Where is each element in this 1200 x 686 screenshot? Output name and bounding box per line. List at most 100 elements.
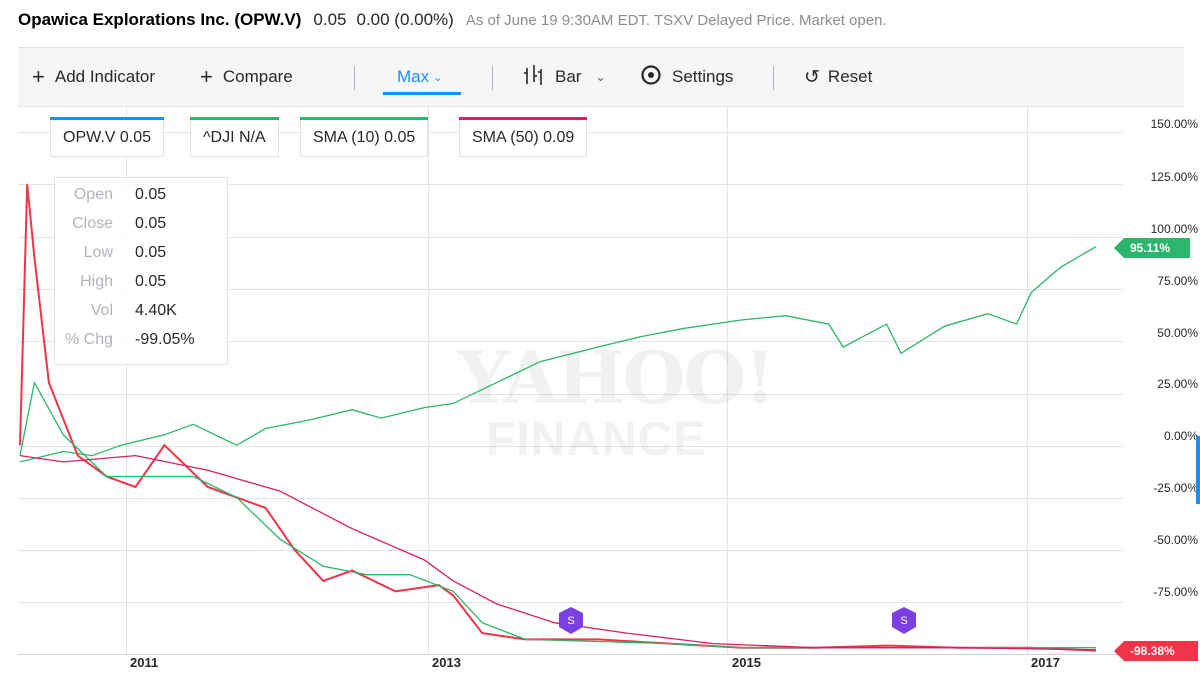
- chevron-down-icon: ⌄: [433, 71, 443, 84]
- x-tick-label: 2013: [432, 655, 461, 670]
- tooltip-value: 0.05: [135, 244, 167, 261]
- tooltip-key: % Chg: [64, 331, 113, 348]
- x-axis-line: [18, 654, 1123, 655]
- legend-opw[interactable]: OPW.V 0.05: [50, 117, 165, 157]
- legend-label: SMA (50) 0.09: [472, 129, 575, 146]
- tooltip-key: Open: [73, 186, 113, 203]
- gridline: [428, 107, 429, 655]
- compare-label: Compare: [222, 67, 293, 86]
- plus-icon: +: [32, 64, 45, 89]
- gridline: [18, 446, 1123, 447]
- toolbar-divider: [492, 66, 493, 90]
- tooltip-value: 0.05: [135, 186, 167, 203]
- chart-type-selector[interactable]: Bar ⌄: [523, 48, 606, 106]
- gridline: [18, 341, 1123, 342]
- legend-label: OPW.V 0.05: [63, 129, 152, 146]
- scroll-handle[interactable]: [1196, 436, 1200, 504]
- y-tick-label: 75.00%: [1157, 274, 1198, 288]
- quote-header: Opawica Explorations Inc. (OPW.V) 0.05 0…: [18, 10, 887, 34]
- dji-last-value-tag: 95.11%: [1114, 238, 1190, 258]
- chevron-down-icon: ⌄: [595, 70, 606, 84]
- gridline: [18, 602, 1123, 603]
- tooltip-row-volume: Vol 4.40K: [55, 302, 229, 331]
- settings-label: Settings: [672, 67, 734, 86]
- chart-toolbar: + Add Indicator + Compare Max ⌄ Bar ⌄: [18, 47, 1184, 107]
- y-tick-label: 25.00%: [1157, 377, 1198, 391]
- series-line-sma-50: [19, 454, 1097, 651]
- gridline: [126, 107, 127, 655]
- legend-color-bar: [50, 117, 165, 120]
- plus-icon: +: [200, 64, 213, 89]
- gridline: [18, 289, 1123, 290]
- series-line-dji: [19, 246, 1097, 463]
- watermark-finance: FINANCE: [486, 413, 707, 466]
- opw-last-value-tag: -98.38%: [1114, 641, 1198, 661]
- range-selector[interactable]: Max ⌄: [397, 48, 442, 106]
- add-indicator-button[interactable]: + Add Indicator: [32, 48, 155, 106]
- plot-area: [19, 184, 1097, 652]
- gridline: [1027, 107, 1028, 655]
- last-price: 0.05: [313, 10, 347, 29]
- y-tick-label: 0.00%: [1163, 429, 1198, 443]
- legend-dji[interactable]: ^DJI N/A: [190, 117, 279, 157]
- gridline: [18, 184, 1123, 185]
- split-event-marker[interactable]: S: [558, 607, 584, 635]
- gridline: [18, 498, 1123, 499]
- toolbar-divider: [354, 66, 355, 90]
- candlestick-icon: [523, 64, 545, 90]
- x-tick-label: 2017: [1031, 655, 1060, 670]
- tooltip-key: Vol: [90, 302, 113, 319]
- split-marker-letter: S: [567, 615, 574, 627]
- tooltip-row-high: High 0.05: [55, 273, 229, 302]
- reset-icon: ↺: [804, 66, 820, 88]
- tooltip-value: 0.05: [135, 273, 167, 290]
- tooltip-value: 4.40K: [135, 302, 177, 319]
- compare-button[interactable]: + Compare: [200, 48, 293, 106]
- y-tick-label: 100.00%: [1150, 222, 1198, 236]
- series-line-sma-10: [19, 380, 1096, 649]
- reset-label: Reset: [827, 67, 873, 86]
- price-chart[interactable]: YAHOO! FINANCE 150.00% 125.00% 100.00% 7…: [18, 107, 1200, 686]
- y-tick-label: 50.00%: [1157, 326, 1198, 340]
- split-event-marker[interactable]: S: [891, 607, 917, 635]
- as-of-note: As of June 19 9:30AM EDT. TSXV Delayed P…: [465, 12, 887, 29]
- chart-type-label: Bar: [555, 67, 582, 86]
- legend-label: SMA (10) 0.05: [313, 129, 416, 146]
- tooltip-row-open: Open 0.05: [55, 186, 229, 215]
- watermark-yahoo: YAHOO!: [458, 335, 776, 420]
- gridline: [727, 107, 728, 655]
- settings-button[interactable]: Settings: [640, 48, 733, 106]
- add-indicator-label: Add Indicator: [54, 67, 156, 86]
- legend-sma10[interactable]: SMA (10) 0.05: [300, 117, 429, 157]
- gridline: [18, 237, 1123, 238]
- legend-color-bar: [190, 117, 279, 120]
- reset-button[interactable]: ↺ Reset: [804, 48, 872, 106]
- legend-sma50[interactable]: SMA (50) 0.09: [459, 117, 588, 157]
- y-tick-label: -50.00%: [1153, 533, 1198, 547]
- company-title: Opawica Explorations Inc. (OPW.V): [18, 10, 302, 29]
- gridline: [18, 394, 1123, 395]
- tooltip-row-low: Low 0.05: [55, 244, 229, 273]
- tooltip-key: Close: [72, 215, 113, 232]
- legend-color-bar: [300, 117, 429, 120]
- y-tick-label: -25.00%: [1153, 481, 1198, 495]
- price-change: 0.00 (0.00%): [356, 10, 454, 29]
- tooltip-key: High: [80, 273, 113, 290]
- legend-color-bar: [459, 117, 588, 120]
- tooltip-key: Low: [83, 244, 113, 261]
- tooltip-value: 0.05: [135, 215, 167, 232]
- gridline: [18, 550, 1123, 551]
- legend-label: ^DJI N/A: [203, 129, 266, 146]
- x-tick-label: 2011: [130, 655, 159, 670]
- ohlc-tooltip: Open 0.05 Close 0.05 Low 0.05 High 0.05 …: [54, 177, 228, 365]
- tooltip-row-pct-change: % Chg -99.05%: [55, 331, 229, 360]
- split-marker-letter: S: [900, 615, 907, 627]
- tooltip-row-close: Close 0.05: [55, 215, 229, 244]
- range-active-underline: [383, 92, 461, 95]
- range-label: Max: [397, 67, 430, 86]
- tooltip-value: -99.05%: [135, 331, 195, 348]
- x-tick-label: 2015: [732, 655, 761, 670]
- y-tick-label: -75.00%: [1153, 585, 1198, 599]
- y-tick-label: 125.00%: [1150, 170, 1198, 184]
- y-tick-label: 150.00%: [1150, 117, 1198, 131]
